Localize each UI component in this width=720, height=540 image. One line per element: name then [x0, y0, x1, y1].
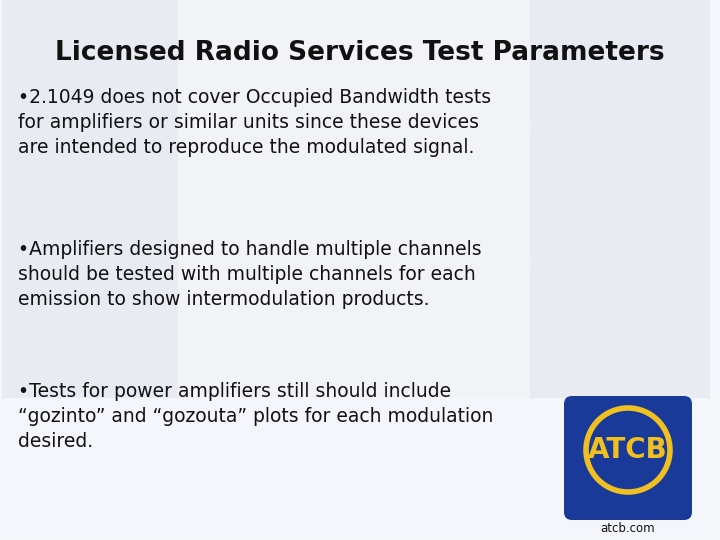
Text: atcb.com: atcb.com	[600, 522, 655, 535]
FancyBboxPatch shape	[530, 398, 710, 538]
FancyBboxPatch shape	[2, 398, 182, 538]
FancyBboxPatch shape	[178, 126, 358, 266]
FancyBboxPatch shape	[530, 262, 710, 402]
Text: •Tests for power amplifiers still should include
“gozinto” and “gozouta” plots f: •Tests for power amplifiers still should…	[18, 382, 493, 451]
FancyBboxPatch shape	[178, 262, 358, 402]
FancyBboxPatch shape	[178, 398, 358, 538]
Text: ATCB: ATCB	[588, 436, 668, 464]
Text: •Amplifiers designed to handle multiple channels
should be tested with multiple : •Amplifiers designed to handle multiple …	[18, 240, 482, 309]
FancyBboxPatch shape	[564, 396, 692, 520]
FancyBboxPatch shape	[2, 126, 182, 266]
FancyBboxPatch shape	[354, 126, 534, 266]
FancyBboxPatch shape	[354, 0, 534, 130]
FancyBboxPatch shape	[2, 262, 182, 402]
Text: Licensed Radio Services Test Parameters: Licensed Radio Services Test Parameters	[55, 40, 665, 66]
FancyBboxPatch shape	[2, 0, 182, 130]
FancyBboxPatch shape	[530, 126, 710, 266]
FancyBboxPatch shape	[178, 0, 358, 130]
Text: •2.1049 does not cover Occupied Bandwidth tests
for amplifiers or similar units : •2.1049 does not cover Occupied Bandwidt…	[18, 88, 491, 157]
FancyBboxPatch shape	[354, 262, 534, 402]
FancyBboxPatch shape	[354, 398, 534, 538]
FancyBboxPatch shape	[530, 0, 710, 130]
